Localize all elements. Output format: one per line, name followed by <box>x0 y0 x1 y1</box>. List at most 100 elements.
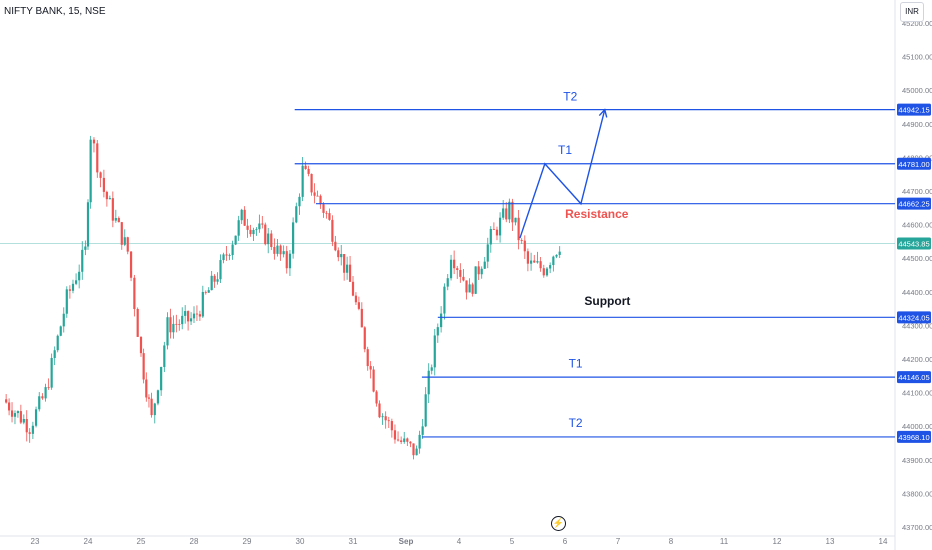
y-tick-label: 44400.00 <box>902 288 932 297</box>
candle-body <box>514 217 517 223</box>
x-tick-label: 7 <box>616 537 621 546</box>
y-tick-label: 43800.00 <box>902 489 932 498</box>
x-tick-label: 25 <box>137 537 146 546</box>
candle-body <box>378 403 381 418</box>
candle-body <box>53 350 56 358</box>
candle-body <box>449 259 453 279</box>
candle-body <box>366 349 369 367</box>
last-price-label: 44543.85 <box>898 239 929 248</box>
candle-body <box>443 286 446 314</box>
candle-body <box>145 379 148 398</box>
candle-body <box>5 399 8 403</box>
candle-body <box>529 260 533 264</box>
y-tick-label: 45000.00 <box>902 86 932 95</box>
x-tick-label: 14 <box>879 537 888 546</box>
candle-body <box>301 165 304 197</box>
candle-body <box>424 394 427 427</box>
currency-button[interactable]: INR <box>900 2 924 22</box>
candle-body <box>492 228 495 230</box>
candle-body <box>545 268 549 276</box>
candle-body <box>549 265 552 269</box>
candle-body <box>105 191 108 200</box>
candle-body <box>483 261 486 269</box>
y-tick-label: 44900.00 <box>902 120 932 129</box>
y-tick-label: 44100.00 <box>902 389 932 398</box>
bolt-icon[interactable]: ⚡ <box>551 516 566 531</box>
candle-body <box>495 229 499 236</box>
candle-body <box>539 261 542 269</box>
candle-body <box>384 416 387 421</box>
annotation-label: T2 <box>569 416 583 430</box>
candle-body <box>258 223 261 230</box>
candle-body <box>198 314 201 317</box>
candle-body <box>316 195 319 197</box>
candle-body <box>234 235 237 245</box>
candle-body <box>304 165 307 169</box>
candle-body <box>22 419 25 423</box>
candle-body <box>264 224 267 245</box>
candle-body <box>187 311 190 322</box>
candle-body <box>489 228 492 245</box>
candle-body <box>163 345 166 367</box>
y-tick-label: 44300.00 <box>902 321 932 330</box>
x-tick-label: 29 <box>243 537 252 546</box>
candle-body <box>59 326 62 336</box>
candle-body <box>153 403 156 416</box>
candle-body <box>319 195 322 205</box>
candle-body <box>160 366 163 391</box>
candle-body <box>7 402 11 411</box>
candle-body <box>310 173 313 193</box>
candle-body <box>31 425 34 434</box>
candle-body <box>270 233 273 248</box>
candle-body <box>295 206 298 223</box>
x-tick-label: 8 <box>669 537 674 546</box>
x-tick-label: 12 <box>773 537 782 546</box>
candle-body <box>412 443 415 456</box>
candle-body <box>346 264 349 273</box>
candle-body <box>261 223 264 225</box>
annotation-label: T2 <box>563 89 577 103</box>
candle-body <box>533 260 536 263</box>
candle-body <box>10 410 14 417</box>
candle-body <box>78 271 81 281</box>
level-price-label: 44146.05 <box>898 373 929 382</box>
candle-body <box>502 208 505 218</box>
y-tick-label: 44500.00 <box>902 254 932 263</box>
annotation-label: T1 <box>558 143 572 157</box>
candle-body <box>369 366 372 370</box>
candle-body <box>474 266 477 294</box>
level-price-tag <box>897 103 931 116</box>
candle-body <box>400 440 403 442</box>
candle-body <box>520 240 523 241</box>
candle-body <box>228 255 231 256</box>
candle-body <box>288 253 292 269</box>
symbol-title[interactable]: NIFTY BANK, 15, NSE <box>4 6 106 17</box>
candle-body <box>139 336 143 354</box>
candle-body <box>375 391 378 404</box>
candle-body <box>246 225 249 230</box>
y-tick-label: 45100.00 <box>902 53 932 62</box>
candle-body <box>222 254 225 261</box>
candle-body <box>96 143 99 173</box>
level-price-tag <box>897 371 931 384</box>
candle-body <box>552 256 555 266</box>
candle-body <box>498 217 502 236</box>
candle-body <box>279 245 282 255</box>
candle-body <box>456 268 459 270</box>
candle-body <box>89 139 92 203</box>
y-tick-label: 45200.00 <box>902 19 932 28</box>
level-price-label: 44662.25 <box>898 200 929 209</box>
level-price-tag <box>897 311 931 324</box>
candle-body <box>505 208 508 220</box>
candle-body <box>298 196 301 207</box>
candle-body <box>357 302 360 309</box>
candle-body <box>536 261 539 263</box>
candle-body <box>325 212 328 214</box>
candle-body <box>44 387 47 399</box>
level-price-label: 44324.05 <box>898 313 929 322</box>
candle-body <box>126 237 129 252</box>
candle-body <box>372 369 375 392</box>
candle-body <box>111 198 114 221</box>
candle-body <box>189 318 193 322</box>
